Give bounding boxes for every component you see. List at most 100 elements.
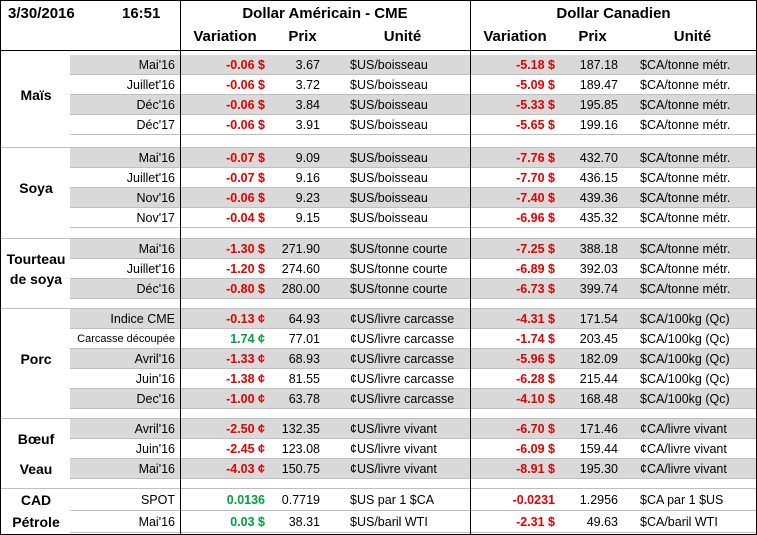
- us-variation: 1.74 ¢: [230, 332, 265, 346]
- ca-price: 203.45: [579, 332, 618, 346]
- row-line: [70, 207, 757, 208]
- ca-unit: $CA/100kg (Qc): [640, 332, 730, 346]
- row-line: [70, 134, 757, 135]
- ca-unit: $CA/100kg (Qc): [640, 312, 730, 326]
- us-unit: ¢US/livre carcasse: [350, 392, 455, 406]
- separator: [0, 147, 757, 148]
- ca-title: Dollar Canadien: [556, 5, 671, 22]
- ca-price: 199.16: [579, 118, 618, 132]
- us-unit: $US/tonne courte: [350, 262, 448, 276]
- ca-unit: $CA/100kg (Qc): [640, 372, 730, 386]
- contract: Juin'16: [135, 442, 175, 456]
- group-label: Bœuf: [17, 431, 55, 447]
- group-label: Veau: [19, 461, 53, 477]
- ca-variation: -7.70 $: [516, 171, 555, 185]
- ca-price: 171.54: [579, 312, 618, 326]
- ca-price: 388.18: [579, 242, 618, 256]
- ca-unit: ¢CA/livre vivant: [640, 422, 727, 436]
- group-label: CAD: [20, 492, 52, 508]
- row-shade: [70, 419, 757, 439]
- ca-variation: -4.10 $: [516, 392, 555, 406]
- contract: Déc'17: [136, 118, 175, 132]
- us-unit: $US/boisseau: [350, 78, 428, 92]
- border: [0, 0, 1, 535]
- us-variation: -0.13 ¢: [226, 312, 265, 326]
- ca-price: 435.32: [579, 211, 618, 225]
- group-label: Pétrole: [12, 514, 60, 530]
- column-header: Unité: [383, 28, 422, 45]
- row-line: [70, 167, 757, 168]
- ca-variation: -6.09 $: [516, 442, 555, 456]
- column-header: Variation: [193, 28, 257, 45]
- contract: Nov'17: [136, 211, 175, 225]
- us-variation: -1.20 $: [226, 262, 265, 276]
- contract: Mai'16: [138, 151, 175, 165]
- us-unit: ¢US/livre vivant: [350, 422, 437, 436]
- ca-price: 168.48: [579, 392, 618, 406]
- row-line: [70, 278, 757, 279]
- row-shade: [70, 55, 757, 75]
- us-price: 271.90: [281, 242, 320, 256]
- us-variation: -0.06 $: [226, 98, 265, 112]
- row-line: [70, 258, 757, 259]
- ca-variation: -7.25 $: [516, 242, 555, 256]
- contract: Carcasse découpée: [77, 333, 175, 345]
- ca-variation: -6.28 $: [516, 372, 555, 386]
- us-unit: $US/boisseau: [350, 211, 428, 225]
- contract: Déc'16: [136, 98, 175, 112]
- contract: Déc'16: [136, 282, 175, 296]
- contract: Juillet'16: [126, 171, 175, 185]
- us-unit: $US/tonne courte: [350, 242, 448, 256]
- border: [0, 0, 757, 1]
- us-price: 81.55: [288, 372, 320, 386]
- us-unit: $US/boisseau: [350, 58, 428, 72]
- us-price: 9.16: [295, 171, 320, 185]
- ca-price: 159.44: [579, 442, 618, 456]
- contract: Avril'16: [134, 352, 175, 366]
- contract: Dec'16: [136, 392, 175, 406]
- ca-variation: -6.70 $: [516, 422, 555, 436]
- row-shade: [70, 148, 757, 168]
- ca-unit: $CA/100kg (Qc): [640, 392, 730, 406]
- us-price: 3.67: [295, 58, 320, 72]
- row-line: [70, 532, 757, 533]
- date: 3/30/2016: [8, 5, 75, 22]
- row-shade: [70, 188, 757, 208]
- us-price: 3.84: [295, 98, 320, 112]
- us-unit: ¢US/livre vivant: [350, 442, 437, 456]
- ca-unit: $CA/tonne métr.: [640, 262, 731, 276]
- contract: Mai'16: [138, 515, 175, 529]
- ca-price: 171.46: [579, 422, 618, 436]
- us-unit: $US par 1 $CA: [350, 493, 435, 507]
- ca-unit: $CA/tonne métr.: [640, 58, 731, 72]
- us-title: Dollar Américain - CME: [242, 5, 408, 22]
- separator: [0, 238, 757, 239]
- us-variation: -0.06 $: [226, 78, 265, 92]
- us-price: 68.93: [288, 352, 320, 366]
- us-unit: $US/boisseau: [350, 151, 428, 165]
- row-line: [70, 478, 757, 479]
- contract: Mai'16: [138, 242, 175, 256]
- us-unit: ¢US/livre carcasse: [350, 352, 455, 366]
- ca-variation: -5.65 $: [516, 118, 555, 132]
- row-shade: [70, 459, 757, 479]
- us-price: 0.7719: [281, 493, 320, 507]
- separator: [0, 488, 757, 489]
- column-header: Variation: [483, 28, 547, 45]
- us-variation: -0.06 $: [226, 191, 265, 205]
- us-variation: -2.50 ¢: [226, 422, 265, 436]
- us-price: 132.35: [281, 422, 320, 436]
- us-unit: $US/tonne courte: [350, 282, 448, 296]
- column-header: Prix: [288, 28, 317, 45]
- separator: [0, 418, 757, 419]
- contract: Juillet'16: [126, 262, 175, 276]
- ca-price: 189.47: [579, 78, 618, 92]
- ca-variation: -5.33 $: [516, 98, 555, 112]
- us-variation: -0.07 $: [226, 171, 265, 185]
- ca-variation: -7.40 $: [516, 191, 555, 205]
- ca-variation: -5.96 $: [516, 352, 555, 366]
- ca-variation: -5.09 $: [516, 78, 555, 92]
- row-shade: [70, 279, 757, 299]
- us-price: 123.08: [281, 442, 320, 456]
- us-variation: -0.04 $: [226, 211, 265, 225]
